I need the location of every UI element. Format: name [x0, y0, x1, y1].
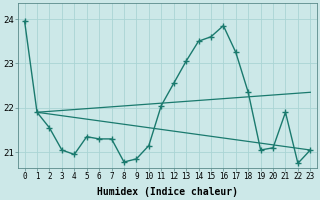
X-axis label: Humidex (Indice chaleur): Humidex (Indice chaleur)	[97, 186, 238, 197]
